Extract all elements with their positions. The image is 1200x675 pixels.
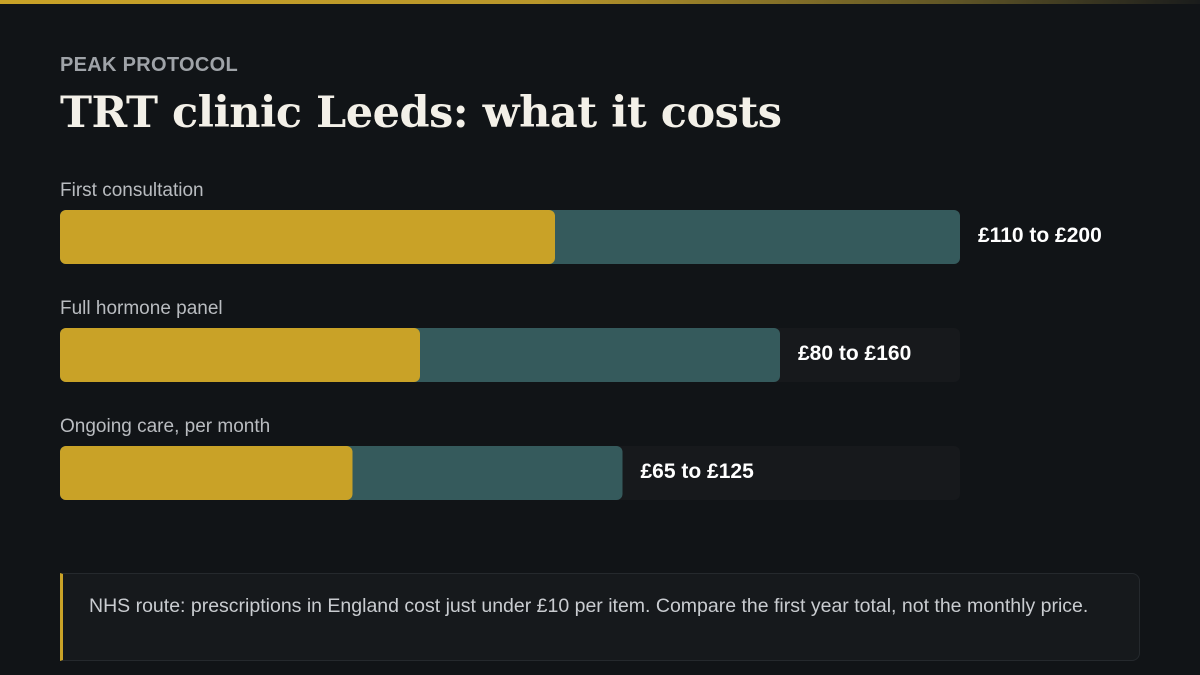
category-label-full-hormone-panel: Full hormone panel — [60, 298, 223, 319]
brand-name: PEAK PROTOCOL — [60, 54, 238, 76]
chart-bars — [60, 210, 960, 500]
category-label-first-consultation: First consultation — [60, 180, 204, 201]
value-label-full-hormone-panel: £80 to £160 — [798, 342, 912, 365]
value-label-first-consultation: £110 to £200 — [978, 224, 1102, 247]
cost-range-chart: First consultation £110 to £200 Full hormo… — [60, 180, 1140, 510]
bar-low-ongoing-care-per-month — [60, 446, 353, 500]
bar-low-first-consultation — [60, 210, 555, 264]
nhs-note-callout: NHS route: prescriptions in England cost… — [60, 573, 1140, 661]
category-label-ongoing-care-per-month: Ongoing care, per month — [60, 416, 271, 437]
page-title: TRT clinic Leeds: what it costs — [60, 88, 782, 138]
nhs-note-text: NHS route: prescriptions in England cost… — [89, 595, 1089, 617]
bar-low-full-hormone-panel — [60, 328, 420, 382]
value-label-ongoing-care-per-month: £65 to £125 — [640, 460, 754, 483]
top-accent-bar — [0, 0, 1200, 4]
